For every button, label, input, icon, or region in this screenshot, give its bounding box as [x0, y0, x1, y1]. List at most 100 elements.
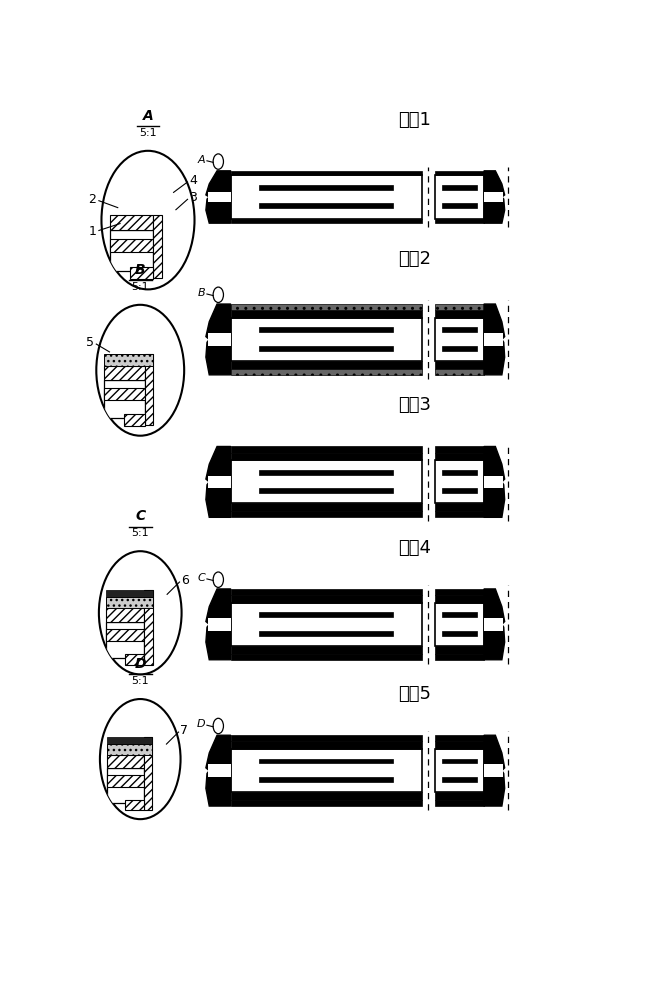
Polygon shape: [484, 589, 505, 660]
Text: B: B: [197, 288, 205, 298]
Bar: [484, 192, 503, 202]
Bar: [231, 503, 422, 511]
Bar: [110, 239, 153, 252]
Bar: [231, 171, 422, 175]
Bar: [442, 470, 477, 475]
Bar: [442, 631, 477, 636]
Bar: [435, 603, 484, 646]
Bar: [231, 654, 422, 660]
Bar: [231, 749, 422, 792]
Bar: [259, 777, 394, 782]
Bar: [435, 171, 484, 175]
Bar: [442, 185, 477, 190]
Text: B: B: [135, 263, 145, 277]
Bar: [208, 333, 231, 346]
Bar: [484, 764, 503, 777]
Bar: [435, 654, 484, 660]
Bar: [435, 646, 484, 654]
Bar: [107, 775, 144, 787]
Bar: [231, 310, 422, 318]
Bar: [231, 304, 422, 310]
Text: 步骤4: 步骤4: [398, 539, 431, 557]
Bar: [231, 369, 422, 375]
Bar: [231, 318, 422, 361]
Bar: [442, 346, 477, 351]
Bar: [125, 654, 144, 665]
Bar: [259, 631, 394, 636]
Bar: [231, 453, 422, 460]
Bar: [153, 215, 162, 278]
Bar: [106, 590, 153, 597]
Bar: [259, 327, 394, 332]
Bar: [484, 333, 503, 346]
Text: 步骤2: 步骤2: [398, 250, 431, 268]
Bar: [442, 777, 477, 782]
Circle shape: [101, 151, 195, 289]
Bar: [435, 175, 484, 219]
Text: 4: 4: [189, 174, 197, 187]
Bar: [104, 366, 145, 380]
Bar: [435, 446, 484, 453]
Text: 6: 6: [181, 574, 189, 587]
Text: 5:1: 5:1: [131, 676, 149, 686]
Polygon shape: [484, 446, 505, 517]
Polygon shape: [206, 171, 231, 223]
Bar: [107, 755, 144, 768]
Text: 3: 3: [189, 191, 197, 204]
Bar: [259, 470, 394, 475]
Bar: [107, 737, 152, 744]
Bar: [231, 646, 422, 654]
Text: D: D: [135, 657, 146, 671]
Bar: [435, 792, 484, 800]
Bar: [231, 792, 422, 800]
Bar: [259, 203, 394, 208]
Bar: [106, 622, 144, 658]
Polygon shape: [206, 735, 231, 806]
Bar: [110, 215, 153, 230]
Bar: [442, 327, 477, 332]
Bar: [435, 310, 484, 318]
Text: 步骤3: 步骤3: [398, 396, 431, 414]
Bar: [435, 219, 484, 223]
Bar: [259, 759, 394, 763]
Circle shape: [100, 699, 181, 819]
Bar: [208, 476, 231, 488]
Bar: [435, 453, 484, 460]
Bar: [231, 741, 422, 749]
Bar: [123, 414, 145, 426]
Bar: [208, 764, 231, 777]
Bar: [231, 175, 422, 219]
Bar: [110, 230, 153, 271]
Bar: [231, 446, 422, 453]
Text: A: A: [197, 155, 205, 165]
Bar: [442, 203, 477, 208]
Bar: [435, 735, 484, 741]
Bar: [259, 185, 394, 190]
Text: 5: 5: [86, 336, 93, 349]
Text: 1: 1: [89, 225, 96, 238]
Bar: [435, 460, 484, 503]
Polygon shape: [484, 735, 505, 806]
Text: 7: 7: [179, 724, 187, 737]
Bar: [231, 603, 422, 646]
Polygon shape: [206, 589, 231, 660]
Bar: [435, 361, 484, 369]
Text: C: C: [197, 573, 205, 583]
Bar: [231, 589, 422, 595]
Bar: [442, 759, 477, 763]
Bar: [144, 590, 153, 665]
Bar: [231, 219, 422, 223]
Bar: [435, 511, 484, 517]
Bar: [231, 460, 422, 503]
Bar: [106, 597, 153, 608]
Text: C: C: [135, 509, 145, 523]
Bar: [144, 737, 152, 810]
Bar: [231, 361, 422, 369]
Bar: [107, 744, 152, 755]
Bar: [259, 488, 394, 493]
Circle shape: [96, 305, 184, 436]
Text: A: A: [143, 109, 153, 123]
Text: 5:1: 5:1: [131, 282, 149, 292]
Bar: [435, 749, 484, 792]
Bar: [106, 608, 144, 622]
